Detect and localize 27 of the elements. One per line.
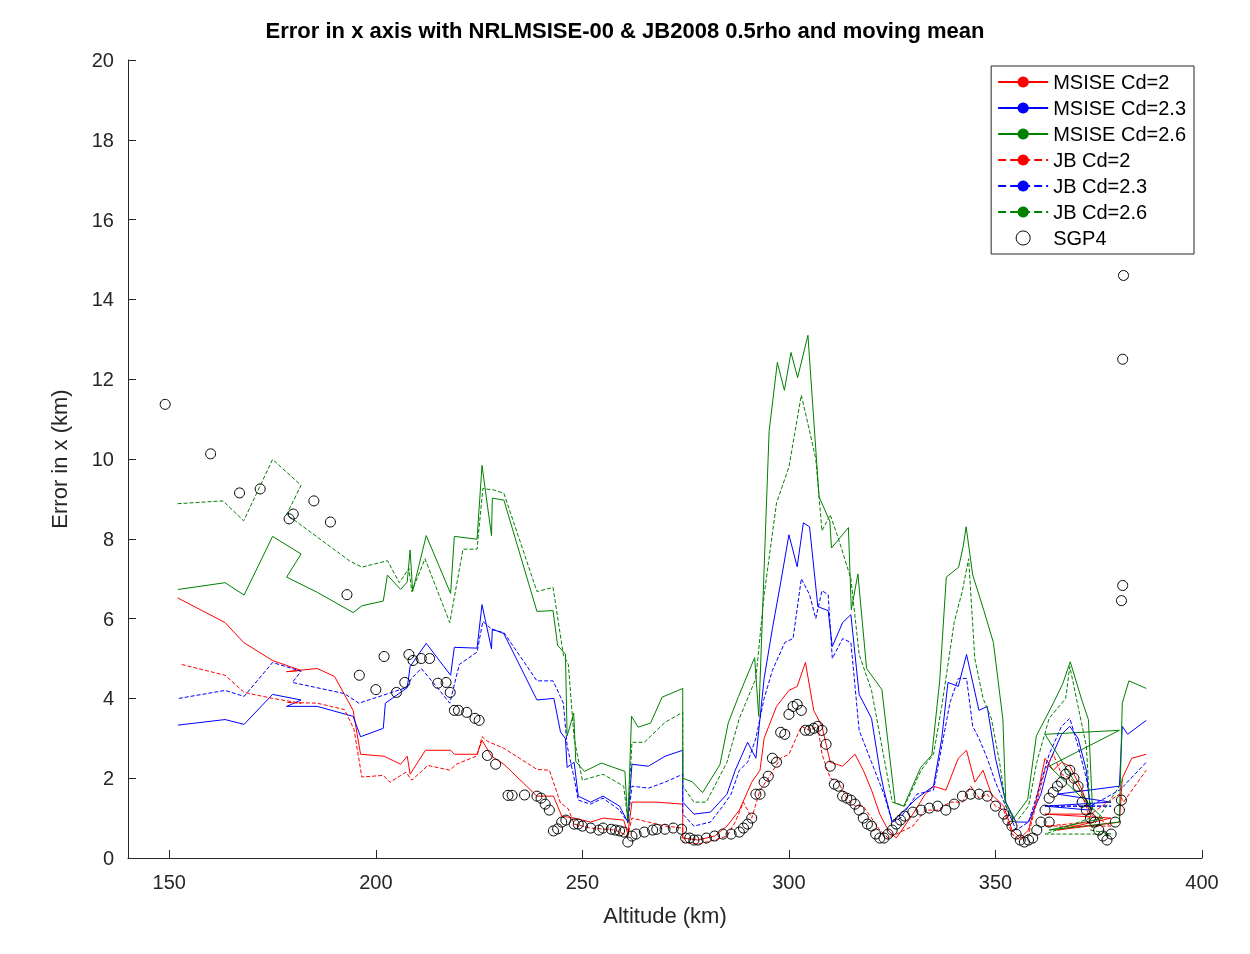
y-tick-label: 20 [91, 49, 114, 71]
x-tick-label: 250 [565, 871, 600, 893]
y-tick-label: 18 [91, 128, 114, 151]
y-tick-label: 16 [91, 208, 114, 231]
legend-label: JB Cd=2.3 [1053, 175, 1148, 197]
y-axis-title: Error in x (km) [46, 389, 72, 529]
legend-label: MSISE Cd=2 [1053, 71, 1170, 93]
y-tick-label: 8 [102, 527, 114, 550]
x-tick-label: 200 [359, 871, 393, 893]
x-tick-label: 300 [772, 871, 806, 893]
x-axis-title: Altitude (km) [603, 902, 727, 928]
legend-label: JB Cd=2.6 [1053, 201, 1148, 223]
x-tick-label: 400 [1185, 871, 1219, 893]
y-tick-label: 0 [102, 847, 114, 869]
y-tick-label: 4 [102, 687, 114, 710]
legend-label: MSISE Cd=2.3 [1053, 97, 1186, 119]
chart-title: Error in x axis with NRLMSISE-00 & JB2008 0.5rho and moving mean [265, 17, 985, 43]
y-tick-label: 6 [102, 607, 114, 630]
legend-label: JB Cd=2 [1053, 149, 1131, 171]
y-tick-label: 12 [91, 368, 114, 391]
x-tick-label: 150 [152, 871, 186, 893]
y-tick-label: 14 [91, 288, 114, 311]
y-tick-label: 10 [91, 448, 114, 470]
legend-label: SGP4 [1053, 227, 1107, 249]
y-tick-label: 2 [102, 767, 114, 790]
legend-label: MSISE Cd=2.6 [1053, 123, 1186, 145]
x-tick-label: 350 [978, 871, 1013, 893]
